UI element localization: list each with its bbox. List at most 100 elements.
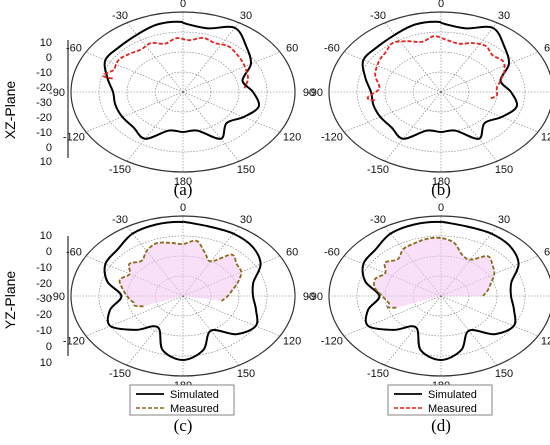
radial-tick: -30: [36, 293, 52, 305]
grid-spoke: [85, 51, 184, 93]
angle-tick-label: 60: [544, 247, 550, 259]
measured-fill: [373, 237, 495, 308]
angle-tick-label: 60: [544, 43, 550, 55]
angle-tick-label: -150: [109, 368, 131, 380]
polar-panel-a: 0 30 60 90 120 150 180 -150 -120 -90 -60 -30: [49, 0, 315, 188]
angle-tick-label: 120: [283, 336, 301, 348]
series-simulated: [361, 220, 520, 362]
angle-tick-label: -150: [367, 368, 389, 380]
angle-tick-label: -30: [112, 214, 128, 226]
grid-spoke: [440, 91, 539, 133]
angle-tick-label: 30: [240, 10, 252, 22]
radial-tick: -30: [36, 97, 52, 109]
angle-tick-label: -30: [370, 10, 386, 22]
legend-label-simulated: Simulated: [428, 389, 477, 401]
radial-tick: 0: [46, 52, 52, 64]
angle-tick-label: -150: [367, 164, 389, 176]
angle-tick-label: 180: [174, 176, 192, 188]
angle-tick-label: 180: [432, 176, 450, 188]
angle-tick-label: 0: [180, 0, 186, 10]
angle-tick-label: 150: [495, 164, 513, 176]
angle-tick-label: -90: [307, 291, 323, 303]
angle-tick-label: 90: [303, 87, 315, 99]
grid-spoke: [440, 295, 539, 337]
angle-tick-label: -150: [109, 164, 131, 176]
angle-tick-label: 90: [303, 291, 315, 303]
angle-tick-label: 30: [498, 10, 510, 22]
panel-caption-d: (d): [431, 416, 451, 435]
grid-spoke: [343, 51, 442, 93]
angle-tick-label: 120: [541, 132, 550, 144]
angle-tick-label: 0: [438, 0, 444, 10]
radial-tick: 10: [40, 357, 52, 369]
angle-tick-label: 0: [180, 202, 186, 214]
angle-tick-label: 30: [240, 214, 252, 226]
series-measured: [373, 236, 496, 309]
angle-tick-label: 30: [498, 214, 510, 226]
angle-tick-label: 150: [237, 164, 255, 176]
angle-tick-label: -120: [63, 336, 85, 348]
angle-tick-label: -60: [324, 247, 340, 259]
legend-left: Simulated Measured: [129, 384, 235, 416]
angle-tick-label: -120: [63, 132, 85, 144]
radial-tick: 10: [40, 230, 52, 242]
radial-tick: -20: [36, 309, 52, 321]
radial-axis-top: 10 0 -10 -20 -30 -20 -10 0 10: [36, 37, 69, 168]
series-simulated: [103, 20, 261, 140]
legend-right: Simulated Measured: [387, 384, 493, 416]
angle-tick-label: 150: [495, 368, 513, 380]
grid-spoke: [440, 51, 539, 93]
panel-caption-a: (a): [174, 180, 193, 199]
angle-tick-label: 120: [541, 336, 550, 348]
angle-tick-label: 0: [438, 202, 444, 214]
radial-tick: -10: [36, 67, 52, 79]
radial-tick: 0: [46, 246, 52, 258]
grid-spoke: [85, 295, 184, 337]
legend-label-simulated: Simulated: [170, 389, 219, 401]
angle-tick-label: 60: [286, 247, 298, 259]
angle-tick-label: -90: [307, 87, 323, 99]
series-simulated: [361, 20, 519, 140]
row-label-yz: YZ-Plane: [2, 271, 18, 330]
measured-fill: [119, 240, 242, 307]
legend-label-measured: Measured: [170, 403, 219, 415]
radial-tick: 10: [40, 37, 52, 49]
legend-label-measured: Measured: [428, 403, 477, 415]
grid-spoke: [182, 295, 281, 337]
angle-tick-label: -90: [49, 291, 65, 303]
grid-spoke: [85, 91, 184, 133]
grid-spoke: [343, 91, 442, 133]
angle-tick-label: 120: [283, 132, 301, 144]
radial-tick: -20: [36, 278, 52, 290]
angle-tick-label: -90: [49, 87, 65, 99]
panel-caption-b: (b): [431, 180, 451, 199]
angle-tick-label: -30: [112, 10, 128, 22]
grid-spoke: [182, 51, 281, 93]
angle-tick-label: -60: [66, 43, 82, 55]
radial-tick: -20: [36, 112, 52, 124]
radial-tick: -10: [36, 127, 52, 139]
angle-tick-label: 150: [237, 368, 255, 380]
grid-spoke: [182, 91, 281, 133]
radial-axis-bottom: 10 0 -10 -20 -30 -20 -10 0 10: [36, 230, 69, 369]
angle-tick-label: -60: [324, 43, 340, 55]
angle-tick-label: -60: [66, 247, 82, 259]
radial-tick: -10: [36, 262, 52, 274]
radial-tick: -10: [36, 325, 52, 337]
grid-spoke: [343, 295, 442, 337]
radial-tick: 10: [40, 156, 52, 168]
angle-tick-label: -120: [321, 336, 343, 348]
series-measured: [118, 239, 243, 308]
series-measured: [102, 36, 249, 89]
angle-tick-label: -30: [370, 214, 386, 226]
angle-tick-label: -120: [321, 132, 343, 144]
row-label-xz: XZ-Plane: [2, 81, 18, 140]
angle-tick-label: 60: [286, 43, 298, 55]
series-simulated: [103, 220, 262, 362]
radial-tick: 0: [46, 142, 52, 154]
panel-caption-c: (c): [174, 416, 193, 435]
